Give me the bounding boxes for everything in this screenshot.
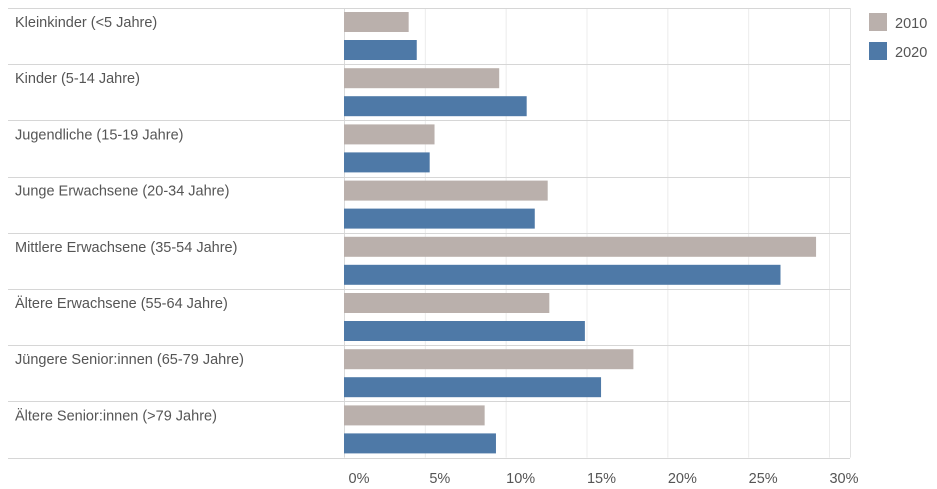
legend-label: 2010 <box>895 16 927 32</box>
bars <box>344 12 817 454</box>
bar-2010-5[interactable] <box>344 293 550 313</box>
bar-2010-4[interactable] <box>344 236 817 257</box>
bar-2010-6[interactable] <box>344 349 634 370</box>
bar-2020-0[interactable] <box>344 40 417 60</box>
x-tick-label: 30% <box>829 471 858 487</box>
bar-2020-1[interactable] <box>344 96 527 117</box>
bar-2020-5[interactable] <box>344 321 585 341</box>
legend-swatch <box>869 42 887 60</box>
legend-label: 2020 <box>895 45 927 61</box>
category-label: Jüngere Senior:innen (65-79 Jahre) <box>15 352 244 368</box>
x-tick-label: 5% <box>429 471 450 487</box>
x-tick-label: 25% <box>749 471 778 487</box>
x-tick-label: 10% <box>506 471 535 487</box>
bar-2020-6[interactable] <box>344 377 602 398</box>
category-labels: Kleinkinder (<5 Jahre) Kinder (5-14 Jahre… <box>15 15 244 424</box>
category-label: Mittlere Erwachsene (35-54 Jahre) <box>15 240 237 256</box>
category-label: Kleinkinder (<5 Jahre) <box>15 15 157 31</box>
x-axis: 0% 5% 10% 15% 20% 25% 30% <box>349 471 859 487</box>
bar-2010-1[interactable] <box>344 68 500 89</box>
bar-2010-3[interactable] <box>344 180 548 201</box>
row-dividers <box>8 8 850 459</box>
x-tick-label: 15% <box>587 471 616 487</box>
legend-swatch <box>869 13 887 31</box>
x-tick-label: 20% <box>668 471 697 487</box>
category-label: Kinder (5-14 Jahre) <box>15 71 140 87</box>
bar-2020-7[interactable] <box>344 433 496 454</box>
bar-2020-2[interactable] <box>344 152 430 173</box>
legend: 2010 2020 <box>869 13 927 61</box>
x-tick-label: 0% <box>349 471 370 487</box>
category-label: Ältere Senior:innen (>79 Jahre) <box>15 407 217 424</box>
category-label: Junge Erwachsene (20-34 Jahre) <box>15 184 229 200</box>
bar-2010-0[interactable] <box>344 12 409 32</box>
bar-2020-4[interactable] <box>344 264 781 285</box>
bar-2010-7[interactable] <box>344 405 485 426</box>
category-label: Ältere Erwachsene (55-64 Jahre) <box>15 295 228 312</box>
bar-2020-3[interactable] <box>344 208 535 229</box>
bar-2010-2[interactable] <box>344 124 435 145</box>
category-label: Jugendliche (15-19 Jahre) <box>15 127 183 143</box>
